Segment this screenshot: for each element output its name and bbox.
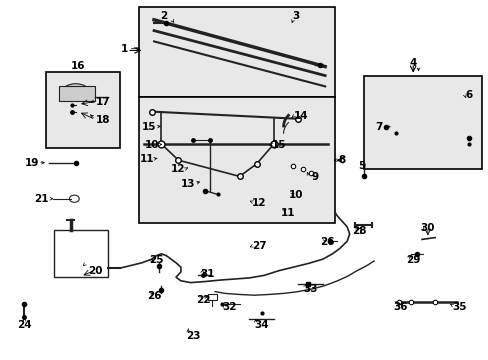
Text: 4: 4 xyxy=(408,58,416,68)
Text: 27: 27 xyxy=(251,240,266,251)
Text: 17: 17 xyxy=(95,96,110,107)
Text: 33: 33 xyxy=(303,284,317,294)
Text: 34: 34 xyxy=(254,320,268,330)
Bar xyxy=(139,97,334,223)
Text: 2: 2 xyxy=(160,11,167,21)
Bar xyxy=(54,230,107,277)
Text: 12: 12 xyxy=(171,164,185,174)
Text: 36: 36 xyxy=(393,302,407,312)
Text: 11: 11 xyxy=(281,208,295,218)
Text: 21: 21 xyxy=(34,194,49,204)
Text: 9: 9 xyxy=(311,172,318,182)
Bar xyxy=(46,72,120,148)
Bar xyxy=(139,7,334,97)
Text: 28: 28 xyxy=(351,226,366,236)
Text: 1: 1 xyxy=(121,44,128,54)
Text: 14: 14 xyxy=(293,111,307,121)
Text: 6: 6 xyxy=(465,90,472,100)
Bar xyxy=(207,294,216,300)
Text: 29: 29 xyxy=(405,255,420,265)
Text: 25: 25 xyxy=(149,255,163,265)
Text: 8: 8 xyxy=(338,155,345,165)
Text: 31: 31 xyxy=(200,269,215,279)
Text: 35: 35 xyxy=(451,302,466,312)
Text: 32: 32 xyxy=(222,302,237,312)
Text: 15: 15 xyxy=(271,140,285,150)
Text: 18: 18 xyxy=(95,114,110,125)
Text: 26: 26 xyxy=(146,291,161,301)
Text: 26: 26 xyxy=(320,237,334,247)
Text: 13: 13 xyxy=(181,179,195,189)
Text: 5: 5 xyxy=(358,161,365,171)
Text: 7: 7 xyxy=(374,122,382,132)
Text: 10: 10 xyxy=(144,140,159,150)
Text: 30: 30 xyxy=(420,222,434,233)
Bar xyxy=(59,86,95,101)
Text: 15: 15 xyxy=(142,122,156,132)
Text: 19: 19 xyxy=(24,158,39,168)
Ellipse shape xyxy=(62,84,89,100)
Text: 10: 10 xyxy=(288,190,303,200)
Text: 16: 16 xyxy=(71,60,85,71)
Bar xyxy=(364,76,481,169)
Text: 12: 12 xyxy=(251,198,266,208)
Text: 20: 20 xyxy=(88,266,102,276)
Text: 24: 24 xyxy=(17,320,32,330)
Text: 3: 3 xyxy=(292,11,299,21)
Text: 23: 23 xyxy=(185,330,200,341)
Text: 22: 22 xyxy=(195,294,210,305)
Text: 11: 11 xyxy=(139,154,154,164)
